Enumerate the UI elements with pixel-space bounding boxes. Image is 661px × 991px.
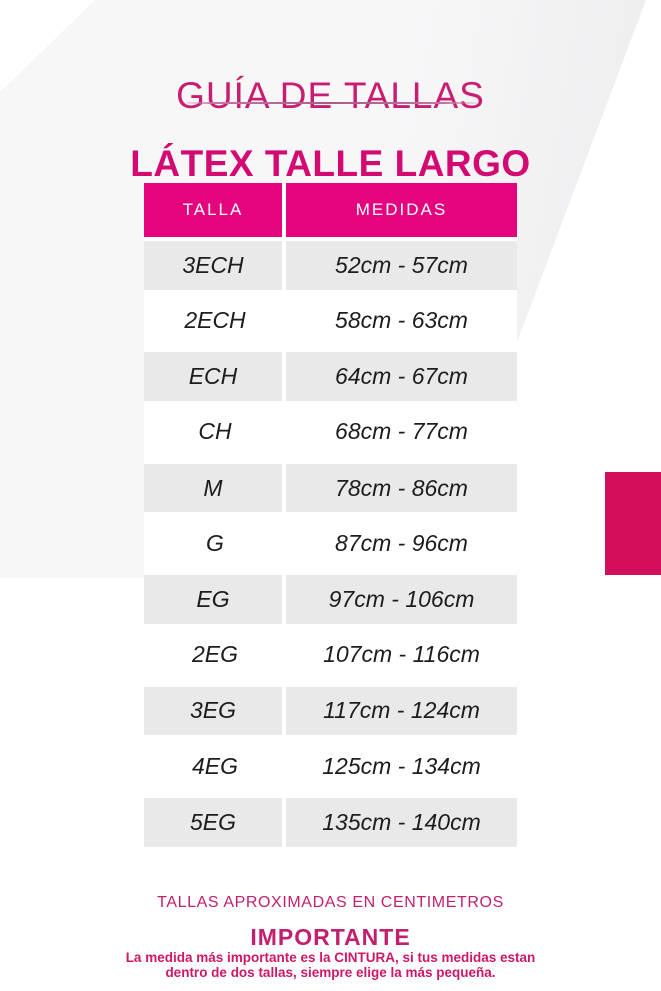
page-title: GUÍA DE TALLAS (176, 74, 485, 116)
table-row: 4EG 125cm - 134cm (144, 738, 517, 794)
table-row: 2EG 107cm - 116cm (144, 627, 517, 683)
size-cell: M (144, 459, 286, 516)
page-subtitle: LÁTEX TALLE LARGO (130, 142, 531, 184)
size-cell: ECH (144, 348, 286, 405)
header-cell-medidas: MEDIDAS (355, 200, 448, 219)
table-header: TALLA MEDIDAS (144, 183, 517, 237)
size-cell: EG (144, 571, 286, 627)
approx-note: TALLAS APROXIMADAS EN CENTIMETROS (157, 894, 504, 911)
size-cell: 3EG (144, 682, 286, 739)
table-row: M 78cm - 86cm (144, 459, 517, 516)
measure-cell: 117cm - 124cm (286, 682, 517, 739)
table-row: G 87cm - 96cm (144, 515, 517, 571)
accent-pink-block (605, 472, 661, 575)
size-table: TALLA MEDIDAS 3ECH 52cm - 57cm 2ECH 58cm… (144, 183, 517, 850)
table-row: EG 97cm - 106cm (144, 571, 517, 627)
important-heading: IMPORTANTE (250, 924, 411, 950)
table-body: 3ECH 52cm - 57cm 2ECH 58cm - 63cm ECH 64… (144, 237, 517, 850)
measure-cell: 78cm - 86cm (286, 459, 517, 516)
note-line-2: dentro de dos tallas, siempre elige la m… (165, 965, 496, 980)
measure-cell: 58cm - 63cm (335, 307, 468, 334)
title-divider (179, 102, 482, 104)
header-cell-talla: TALLA (144, 183, 286, 237)
size-cell: G (206, 529, 224, 556)
measure-cell: 97cm - 106cm (286, 571, 517, 627)
measure-cell: 135cm - 140cm (286, 793, 517, 850)
measure-cell: 64cm - 67cm (286, 348, 517, 405)
note-line-1: La medida más importante es la CINTURA, … (125, 949, 536, 965)
size-cell: CH (198, 418, 232, 445)
size-cell: 2ECH (184, 307, 246, 334)
measure-cell: 68cm - 77cm (335, 418, 468, 445)
table-row: ECH 64cm - 67cm (144, 348, 517, 405)
size-cell: 3ECH (144, 237, 286, 293)
measure-cell: 125cm - 134cm (322, 752, 481, 779)
size-cell: 2EG (191, 641, 239, 668)
table-row: 5EG 135cm - 140cm (144, 793, 517, 850)
table-row: 3ECH 52cm - 57cm (144, 237, 517, 293)
measure-cell: 87cm - 96cm (335, 529, 468, 556)
size-cell: 5EG (144, 793, 286, 850)
size-cell: 4EG (191, 752, 239, 779)
measure-cell: 107cm - 116cm (323, 641, 480, 668)
important-note: La medida más importante es la CINTURA, … (0, 950, 661, 981)
measure-cell: 52cm - 57cm (286, 237, 517, 293)
table-row: CH 68cm - 77cm (144, 404, 517, 460)
table-row: 2ECH 58cm - 63cm (144, 293, 517, 349)
table-row: 3EG 117cm - 124cm (144, 682, 517, 739)
